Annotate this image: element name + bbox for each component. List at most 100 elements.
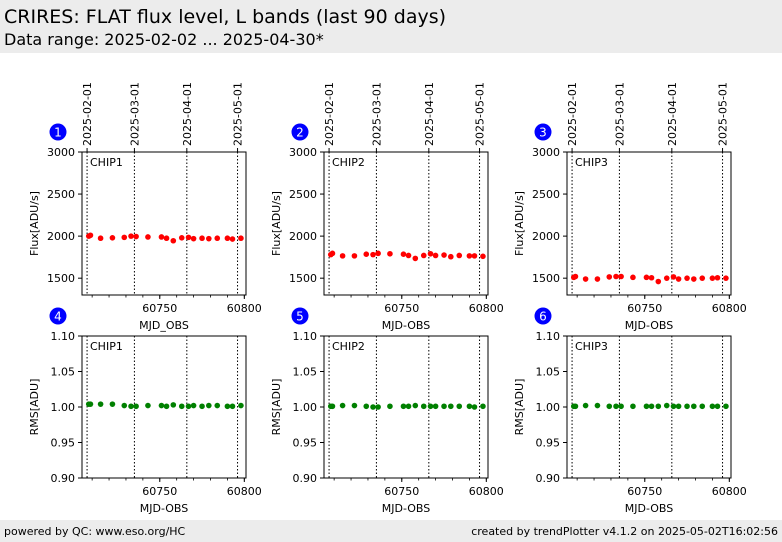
panel-number-label: 4: [54, 310, 62, 324]
data-point: [400, 403, 407, 410]
data-point: [618, 403, 624, 410]
x-tick-label: 60800: [712, 485, 747, 498]
data-point: [97, 235, 104, 242]
data-point: [339, 253, 346, 259]
data-point: [163, 235, 170, 242]
data-point: [329, 250, 336, 257]
data-point: [370, 404, 376, 410]
x-tick-label: 60800: [469, 302, 504, 315]
x-tick-label: 60800: [712, 302, 747, 315]
data-point: [97, 401, 104, 407]
y-tick-label: 1.00: [293, 401, 318, 414]
data-point: [339, 402, 346, 409]
chart-panel-2: 2025-02-01 2025-03-01 2025-04-01 2025-05-01…: [270, 82, 504, 332]
y-tick-label: 3000: [532, 146, 560, 159]
y-axis-label: RMS[ADU]: [28, 379, 41, 436]
data-point: [351, 253, 358, 259]
data-point: [480, 253, 486, 260]
data-point: [427, 250, 434, 257]
y-tick-label: 0.95: [536, 437, 561, 450]
data-point: [109, 235, 116, 241]
x-axis-label: MJD-OBS: [140, 502, 188, 515]
data-point: [691, 403, 697, 410]
data-point: [471, 404, 478, 410]
y-axis-label: Flux[ADU/s]: [513, 191, 526, 256]
footer-generator-info: created by trendPlotter v4.1.2 on 2025-0…: [471, 525, 778, 538]
x-tick-label: 60800: [227, 485, 262, 498]
data-point: [466, 403, 473, 410]
data-point: [699, 403, 706, 410]
chip-label: CHIP2: [332, 340, 365, 353]
y-tick-label: 2500: [532, 188, 560, 201]
y-axis-label: RMS[ADU]: [513, 379, 526, 436]
chart-panel-1: 2025-02-01 2025-03-01 2025-04-01 2025-05-01…: [28, 82, 262, 332]
chip-label: CHIP3: [575, 156, 608, 169]
x-tick-label: 60750: [384, 485, 419, 498]
data-point: [630, 403, 636, 410]
x-tick-label: 60750: [142, 485, 177, 498]
y-tick-label: 1500: [289, 272, 317, 285]
y-tick-label: 2500: [47, 188, 75, 201]
data-point: [432, 403, 439, 410]
data-point: [163, 403, 170, 410]
data-point: [370, 251, 376, 258]
x-tick-label: 60800: [469, 485, 504, 498]
data-point: [185, 403, 192, 410]
data-point: [405, 252, 412, 259]
data-point: [582, 402, 589, 409]
x-tick-label: 60800: [227, 302, 262, 315]
chart-panel-5: 60750 60800 0.90 0.95 1.00 1.05 1.10 MJD-OBS RMS…: [270, 307, 504, 515]
data-point: [185, 234, 192, 241]
y-tick-label: 1.00: [536, 401, 561, 414]
data-point: [643, 403, 650, 410]
plot-area-frame: [323, 151, 489, 296]
data-point: [714, 274, 721, 281]
date-tick-label: 2025-03-01: [128, 82, 141, 146]
panel-number-label: 2: [296, 126, 304, 140]
data-point: [441, 403, 447, 410]
data-point: [170, 402, 177, 408]
data-point: [405, 403, 412, 410]
x-axis-label: MJD-OBS: [625, 502, 673, 515]
y-tick-label: 0.90: [293, 472, 318, 485]
data-point: [87, 232, 94, 239]
plot-area-frame: [81, 151, 247, 296]
data-point: [684, 275, 690, 281]
panel-number-badge: [534, 123, 552, 141]
y-tick-label: 1.05: [536, 366, 561, 379]
data-point: [572, 403, 579, 410]
data-point: [613, 273, 619, 280]
panel-number-badge: [291, 123, 309, 141]
panel-number-label: 6: [539, 310, 547, 324]
data-point: [375, 250, 381, 257]
date-tick-label: 2025-02-01: [566, 82, 579, 146]
y-tick-label: 1.10: [293, 330, 318, 343]
data-point: [648, 403, 655, 410]
data-point: [109, 401, 116, 407]
y-axis-label: RMS[ADU]: [270, 379, 283, 436]
data-point: [699, 275, 706, 281]
y-tick-label: 0.95: [51, 437, 76, 450]
panel-number-badge: [534, 307, 552, 325]
date-tick-label: 2025-04-01: [423, 82, 436, 146]
page-title: CRIRES: FLAT flux level, L bands (last 9…: [4, 6, 447, 28]
data-point: [190, 402, 197, 409]
data-point: [238, 402, 244, 409]
data-point: [663, 275, 670, 281]
data-point: [170, 237, 177, 244]
data-point: [229, 236, 236, 242]
data-point: [199, 235, 205, 242]
panel-number-label: 1: [54, 126, 62, 140]
data-point: [456, 252, 463, 259]
footer-credit: powered by QC: www.eso.org/HC: [4, 525, 186, 538]
data-point: [133, 403, 139, 410]
panel-number-badge: [291, 307, 309, 325]
chip-label: CHIP1: [90, 156, 123, 169]
data-range-subtitle: Data range: 2025-02-02 ... 2025-04-30*: [4, 30, 324, 49]
data-point: [400, 251, 407, 258]
y-tick-label: 1.05: [293, 366, 318, 379]
data-point: [448, 403, 454, 410]
y-tick-label: 2500: [289, 188, 317, 201]
data-point: [128, 403, 134, 410]
